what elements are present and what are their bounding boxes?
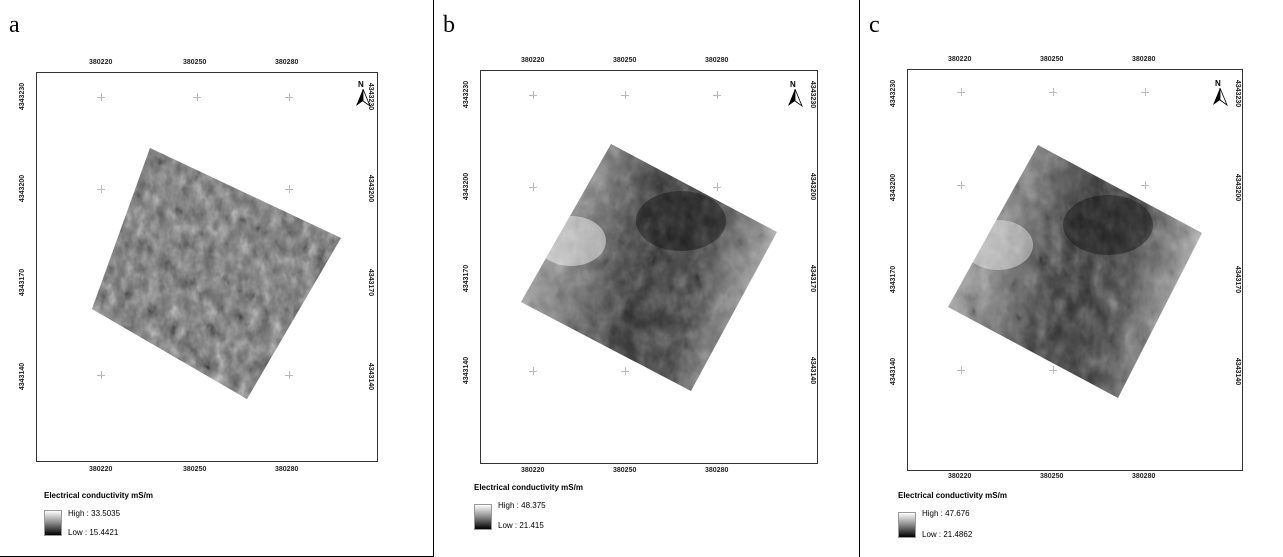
y-tick-left: 4343170 — [463, 264, 471, 293]
grid-cross — [957, 366, 965, 374]
x-tick-bottom: 380250 — [1040, 473, 1064, 480]
grid-cross — [529, 367, 537, 375]
y-tick-left: 4343230 — [890, 79, 898, 108]
map-frame: 380220 380250 380280 380220 380250 38028… — [890, 56, 1243, 480]
legend-color-ramp — [44, 510, 62, 536]
legend-low: Low : 21.4862 — [922, 530, 973, 539]
grid-cross — [957, 88, 965, 96]
panel-letter: c — [869, 12, 880, 38]
conductivity-raster — [521, 144, 777, 391]
grid-cross — [1141, 88, 1149, 96]
x-tick-bottom: 380280 — [275, 466, 299, 473]
grid-cross — [1049, 88, 1057, 96]
legend-title: Electrical conductivity mS/m — [44, 491, 153, 500]
legend-high: High : 47.676 — [922, 509, 970, 518]
grid-cross — [285, 93, 293, 101]
y-tick-left: 4343170 — [890, 265, 898, 294]
y-tick-left: 4343200 — [19, 174, 27, 203]
north-arrow-icon — [1213, 88, 1228, 106]
panel-b: b 380220 380250 380280 380220 380250 380… — [434, 0, 860, 557]
y-tick-left: 4343230 — [463, 80, 471, 109]
conductivity-raster — [948, 145, 1202, 398]
north-arrow-label: N — [1215, 79, 1221, 88]
x-tick-top: 380250 — [1040, 56, 1064, 63]
legend-low: Low : 15.4421 — [68, 528, 119, 537]
legend-color-ramp — [898, 512, 916, 538]
panel-letter: a — [9, 12, 20, 38]
grid-cross — [97, 371, 105, 379]
grid-cross — [97, 185, 105, 193]
legend-low: Low : 21.415 — [498, 521, 544, 530]
north-arrow: N — [1212, 79, 1228, 106]
x-tick-top: 380220 — [521, 57, 545, 64]
x-tick-bottom: 380250 — [613, 467, 637, 474]
grid-cross — [1049, 366, 1057, 374]
y-tick-left: 4343230 — [19, 82, 27, 111]
grid-cross — [713, 183, 721, 191]
x-tick-top: 380280 — [1132, 56, 1156, 63]
conductivity-raster — [92, 148, 341, 399]
grid-cross — [285, 185, 293, 193]
y-tick-left: 4343200 — [463, 172, 471, 201]
grid-cross — [621, 91, 629, 99]
grid-cross — [529, 91, 537, 99]
x-tick-top: 380280 — [275, 59, 299, 66]
x-tick-top: 380220 — [89, 59, 113, 66]
grid-cross — [713, 91, 721, 99]
x-tick-bottom: 380280 — [705, 467, 729, 474]
x-tick-top: 380250 — [183, 59, 207, 66]
x-tick-bottom: 380280 — [1132, 473, 1156, 480]
x-tick-bottom: 380250 — [183, 466, 207, 473]
y-tick-left: 4343140 — [19, 362, 27, 391]
grid-cross — [285, 371, 293, 379]
legend-title: Electrical conductivity mS/m — [898, 491, 1007, 500]
legend-color-ramp — [474, 504, 492, 530]
y-tick-left: 4343140 — [463, 356, 471, 385]
legend-title: Electrical conductivity mS/m — [474, 483, 583, 492]
map-frame: 380220 380250 380280 380220 380250 38028… — [19, 59, 378, 473]
map-frame: 380220 380250 380280 380220 380250 38028… — [463, 57, 818, 474]
panel-letter: b — [443, 12, 455, 38]
north-arrow-icon — [356, 89, 371, 107]
grid-cross — [193, 93, 201, 101]
y-tick-left: 4343140 — [890, 357, 898, 386]
north-arrow-label: N — [358, 80, 364, 89]
x-tick-top: 380280 — [705, 57, 729, 64]
north-arrow-label: N — [790, 80, 796, 89]
grid-cross — [97, 93, 105, 101]
grid-cross — [621, 367, 629, 375]
x-tick-bottom: 380220 — [89, 466, 113, 473]
legend-high: High : 33.5035 — [68, 509, 121, 518]
north-arrow-icon — [788, 89, 803, 107]
y-tick-left: 4343170 — [19, 268, 27, 297]
x-tick-bottom: 380220 — [521, 467, 545, 474]
north-arrow: N — [787, 80, 803, 107]
y-tick-left: 4343200 — [890, 173, 898, 202]
x-tick-top: 380250 — [613, 57, 637, 64]
legend-high: High : 48.375 — [498, 501, 546, 510]
panel-c: c 380220 380250 380280 380220 380250 380… — [860, 0, 1283, 557]
grid-cross — [1141, 181, 1149, 189]
north-arrow: N — [355, 80, 371, 107]
x-tick-top: 380220 — [948, 56, 972, 63]
grid-cross — [957, 181, 965, 189]
grid-cross — [529, 183, 537, 191]
x-tick-bottom: 380220 — [948, 473, 972, 480]
panel-a: a 380220 380250 380280 380220 380250 380… — [0, 0, 434, 557]
